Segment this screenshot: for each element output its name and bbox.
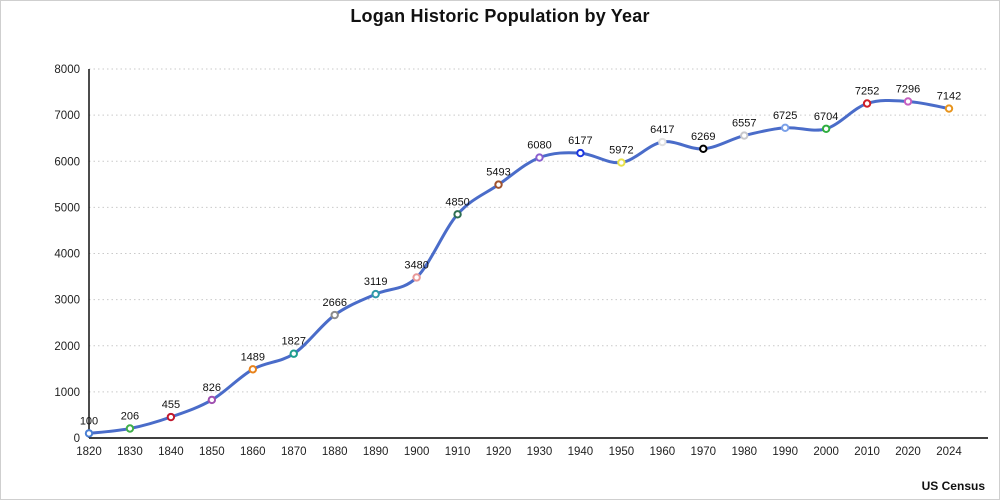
- y-tick-label: 4000: [54, 249, 80, 261]
- data-point-label: 6080: [527, 140, 551, 152]
- y-tick-label: 0: [74, 433, 80, 445]
- y-tick-label: 5000: [54, 202, 80, 214]
- x-tick-label: 2000: [813, 446, 839, 458]
- data-point-label: 4850: [445, 196, 469, 208]
- data-point-label: 5972: [609, 145, 633, 157]
- x-tick-label: 1830: [117, 446, 143, 458]
- data-point-label: 2666: [322, 297, 346, 309]
- x-tick-label: 1990: [772, 446, 798, 458]
- data-point-label: 1489: [241, 351, 265, 363]
- data-point-marker: [289, 349, 298, 358]
- data-point-marker: [84, 429, 94, 438]
- x-tick-label: 1910: [445, 446, 471, 458]
- data-point-label: 3119: [364, 276, 388, 288]
- data-point-label: 206: [121, 410, 139, 422]
- data-point-marker: [576, 148, 585, 158]
- x-tick-label: 1870: [281, 446, 307, 458]
- data-point-marker: [658, 137, 667, 147]
- data-point-marker: [617, 158, 626, 167]
- chart-title: Logan Historic Population by Year: [350, 6, 650, 26]
- y-tick-label: 8000: [54, 64, 80, 76]
- y-tick-label: 3000: [54, 295, 80, 307]
- x-tick-label: 1850: [199, 446, 225, 458]
- x-tick-label: 1880: [322, 446, 348, 458]
- x-tick-label: 1930: [527, 446, 553, 458]
- x-tick-label: 1960: [650, 446, 676, 458]
- x-tick-label: 2020: [895, 446, 921, 458]
- data-point-marker: [821, 124, 831, 133]
- x-tick-label: 1890: [363, 446, 389, 458]
- data-point-marker: [740, 131, 749, 140]
- y-tick-label: 1000: [54, 387, 80, 399]
- x-tick-label: 1920: [486, 446, 512, 458]
- data-point-label: 7142: [937, 91, 961, 103]
- x-tick-label: 1900: [404, 446, 430, 458]
- x-tick-label: 1840: [158, 446, 184, 458]
- x-tick-label: 1980: [731, 446, 757, 458]
- x-tick-label: 1860: [240, 446, 266, 458]
- x-tick-label: 1940: [568, 446, 594, 458]
- data-point-marker: [535, 153, 544, 162]
- data-point-label: 6269: [691, 131, 715, 143]
- data-point-marker: [903, 97, 913, 106]
- x-tick-label: 2024: [936, 446, 962, 458]
- data-point-marker: [166, 412, 176, 422]
- data-point-marker: [453, 210, 462, 219]
- data-point-label: 6557: [732, 118, 756, 130]
- data-point-label: 6704: [814, 111, 838, 123]
- data-point-marker: [862, 99, 872, 108]
- data-point-marker: [248, 365, 258, 374]
- x-tick-label: 1950: [609, 446, 635, 458]
- data-point-label: 5493: [486, 167, 510, 179]
- data-point-label: 7252: [855, 86, 879, 98]
- series-line: [87, 98, 951, 435]
- data-point-marker: [371, 289, 380, 299]
- data-point-marker: [207, 395, 217, 405]
- data-point-label: 6725: [773, 110, 797, 122]
- data-point-label: 7296: [896, 83, 920, 95]
- y-tick-label: 2000: [54, 341, 80, 353]
- data-point-marker: [412, 273, 421, 282]
- data-point-label: 6177: [568, 135, 592, 147]
- data-point-label: 455: [162, 399, 180, 411]
- data-point-marker: [125, 424, 135, 433]
- data-point-marker: [780, 123, 790, 133]
- data-point-label: 3480: [404, 259, 428, 271]
- data-point-marker: [494, 180, 503, 189]
- x-tick-label: 1970: [690, 446, 716, 458]
- data-point-label: 826: [203, 382, 221, 394]
- x-tick-label: 2010: [854, 446, 880, 458]
- data-point-marker: [944, 104, 954, 113]
- data-point-marker: [330, 310, 339, 320]
- data-point-label: 100: [80, 415, 98, 427]
- y-tick-label: 7000: [54, 110, 80, 122]
- data-point-label: 1827: [282, 336, 306, 348]
- y-tick-label: 6000: [54, 156, 80, 168]
- data-point-marker: [699, 144, 708, 154]
- chart-source-label: US Census: [921, 479, 985, 493]
- data-point-label: 6417: [650, 124, 674, 136]
- x-tick-label: 1820: [76, 446, 102, 458]
